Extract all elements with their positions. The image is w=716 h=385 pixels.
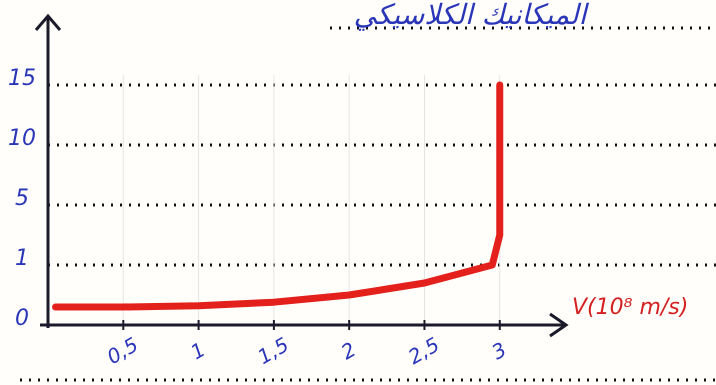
y-tick-label: 1 [15,246,29,271]
chart-title: الميكانيك الكلاسيكي [354,0,590,31]
y-tick-label: 10 [8,126,36,151]
y-tick-label: 5 [15,186,29,211]
chart: الميكانيك الكلاسيكي V(10⁸ m/s) 01510150,… [0,0,716,385]
x-axis-label: V(10⁸ m/s) [572,295,688,320]
y-tick-label: 0 [15,306,29,331]
paper [0,0,716,385]
y-tick-label: 15 [8,66,36,91]
